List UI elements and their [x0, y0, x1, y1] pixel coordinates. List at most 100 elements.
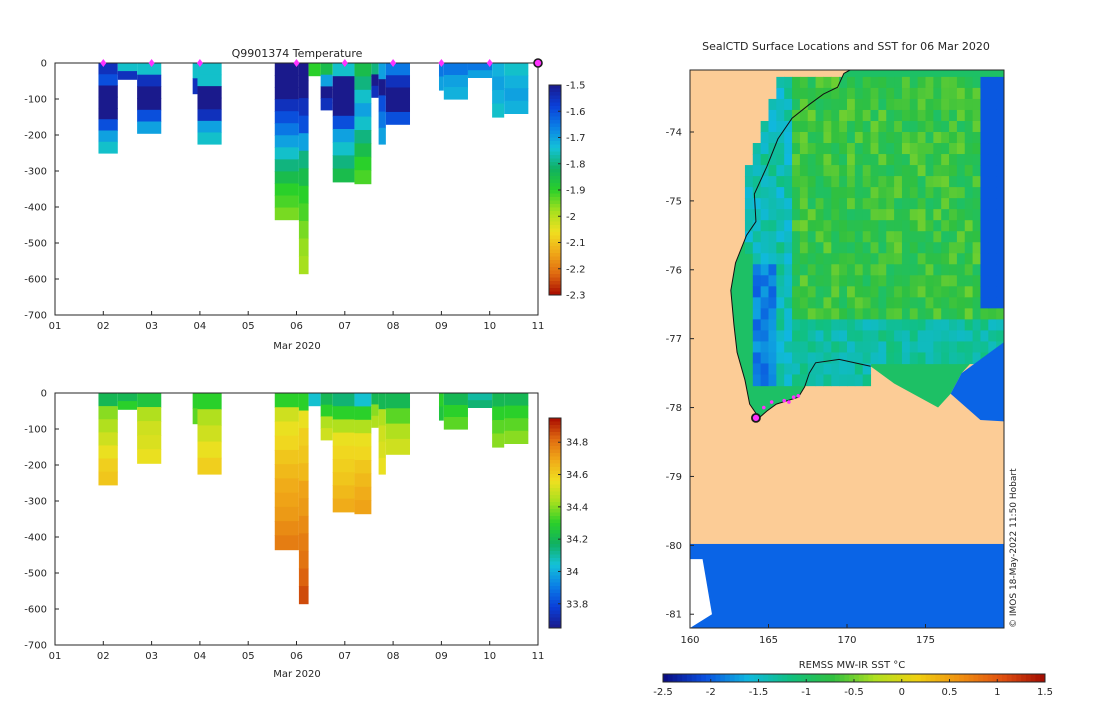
- salt-cell-5-7: [274, 492, 299, 508]
- sst-pixel: [917, 98, 926, 111]
- sst-pixel: [964, 87, 974, 100]
- sst-cbar-band-13: [725, 674, 731, 682]
- sst-pixel: [909, 341, 919, 354]
- sst-pixel: [878, 165, 887, 177]
- sst-pixel: [854, 330, 864, 343]
- sst-pixel: [760, 374, 769, 387]
- sst-pixel: [909, 98, 919, 111]
- temp-cbar-band-22: [549, 162, 561, 166]
- temp-cbar-band-45: [549, 242, 561, 247]
- salt-cbar-band-10: [549, 453, 561, 457]
- sst-pixel: [862, 363, 872, 376]
- temp-xtick-label-2: 03: [145, 321, 158, 332]
- sst-pixel: [886, 352, 895, 365]
- sst-pixel: [760, 132, 769, 144]
- sst-pixel: [909, 220, 919, 232]
- salt-cell-14-0: [438, 393, 444, 408]
- sst-pixel: [870, 275, 879, 287]
- sst-pixel: [831, 374, 840, 387]
- salt-cbar-band-46: [549, 579, 561, 583]
- sst-pixel: [823, 76, 832, 89]
- sst-pixel: [917, 143, 926, 155]
- sst-pixel: [839, 341, 848, 354]
- sst-pixel: [901, 209, 911, 221]
- sst-pixel: [799, 231, 809, 243]
- sst-pixel: [760, 319, 769, 332]
- sst-pixel: [901, 176, 911, 188]
- sst-pixel: [949, 308, 958, 321]
- sst-cbar-band-76: [1025, 674, 1032, 682]
- sst-pixel: [823, 87, 832, 100]
- sst-pixel: [933, 308, 942, 321]
- sst-pixel: [972, 87, 981, 100]
- sst-pixel: [799, 120, 809, 133]
- sst-pixel: [901, 275, 911, 287]
- sst-pixel: [815, 165, 824, 177]
- sst-pixel: [807, 319, 817, 332]
- sst-pixel: [854, 352, 864, 365]
- temp-cbar-band-11: [549, 123, 561, 128]
- sst-pixel: [878, 286, 887, 298]
- sst-pixel: [972, 264, 981, 276]
- sst-pixel: [784, 275, 793, 287]
- sst-pixel: [972, 120, 981, 133]
- sst-pixel: [823, 187, 832, 199]
- sst-pixel: [760, 154, 769, 166]
- sst-pixel: [744, 176, 754, 188]
- temp-cbar-band-5: [549, 102, 561, 107]
- sst-pixel: [925, 286, 934, 298]
- sst-pixel: [933, 76, 942, 89]
- sst-cbar-label-6: 0.5: [942, 687, 958, 698]
- salt-cbar-band-38: [549, 551, 561, 555]
- sst-pixel: [886, 253, 895, 265]
- sst-pixel: [776, 87, 785, 100]
- sst-pixel: [988, 143, 997, 155]
- sst-pixel: [925, 242, 934, 254]
- salt-cbar-band-20: [549, 488, 561, 492]
- sst-pixel: [988, 242, 997, 254]
- temp-cell-3-0: [192, 63, 198, 79]
- salt-cbar-band-15: [549, 470, 561, 475]
- sst-cbar-band-56: [930, 674, 936, 682]
- sst-cbar-band-19: [753, 674, 759, 682]
- sst-pixel: [784, 220, 793, 232]
- sst-pixel: [909, 242, 919, 254]
- sst-pixel: [988, 275, 997, 287]
- sst-cbar-band-79: [1040, 674, 1046, 682]
- sst-pixel: [949, 198, 958, 210]
- sst-pixel: [956, 341, 966, 354]
- sst-pixel: [831, 109, 840, 122]
- sst-pixel: [933, 242, 942, 254]
- sst-pixel: [847, 341, 856, 354]
- sst-pixel: [933, 341, 942, 354]
- temp-cell-6-4: [298, 133, 309, 152]
- sst-cbar-band-47: [887, 674, 893, 682]
- sst-cbar-band-7: [696, 674, 702, 682]
- salt-cbar-band-3: [549, 428, 561, 433]
- track-point-1: [761, 405, 766, 410]
- sst-pixel: [768, 308, 777, 321]
- sst-pixel: [815, 363, 824, 376]
- sst-pixel: [933, 352, 942, 365]
- salt-cbar-band-7: [549, 442, 561, 447]
- track-point-2: [769, 400, 774, 404]
- salt-cbar-band-42: [549, 565, 561, 569]
- sst-pixel: [894, 242, 903, 254]
- sst-pixel: [917, 120, 926, 133]
- sst-pixel: [964, 275, 974, 287]
- sst-pixel: [847, 231, 856, 243]
- temp-cbar-band-32: [549, 197, 561, 201]
- sst-pixel: [862, 120, 872, 133]
- sst-pixel: [792, 220, 801, 232]
- sst-pixel: [831, 98, 840, 111]
- sst-pixel: [839, 363, 848, 376]
- sst-pixel: [980, 120, 989, 133]
- sst-pixel: [815, 275, 824, 287]
- sst-pixel: [823, 253, 832, 265]
- sst-pixel: [901, 253, 911, 265]
- sst-pixel: [901, 231, 911, 243]
- sst-pixel: [854, 98, 864, 111]
- salt-ytick-label-6: -600: [24, 605, 47, 616]
- sst-cbar-band-59: [944, 674, 950, 682]
- sst-pixel: [752, 330, 762, 343]
